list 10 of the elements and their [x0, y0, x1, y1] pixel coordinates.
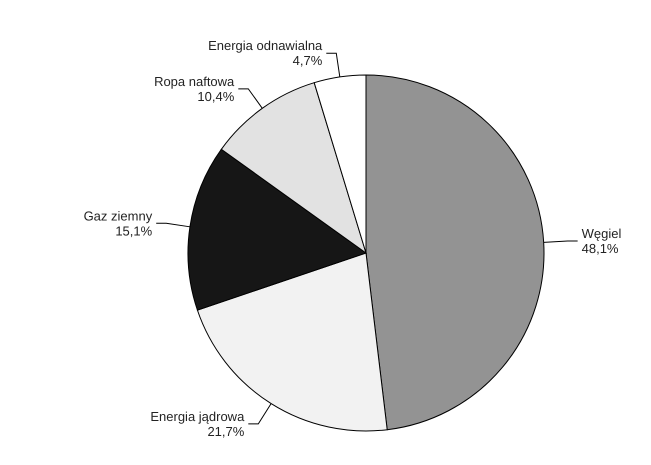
slice-label: Gaz ziemny — [84, 208, 153, 224]
data-label: 4,7% — [292, 53, 323, 68]
data-label: 21,7% — [207, 424, 245, 439]
data-label: 10,4% — [197, 88, 235, 104]
slice-label: Energia jądrowa — [150, 408, 246, 424]
data-label: 48,1% — [582, 240, 619, 256]
slice-label: Ropa naftowa — [154, 74, 236, 89]
slice-label: Węgiel — [582, 226, 622, 241]
slice-label: Energia odnawialna — [208, 38, 324, 54]
data-label: 15,1% — [115, 223, 153, 238]
